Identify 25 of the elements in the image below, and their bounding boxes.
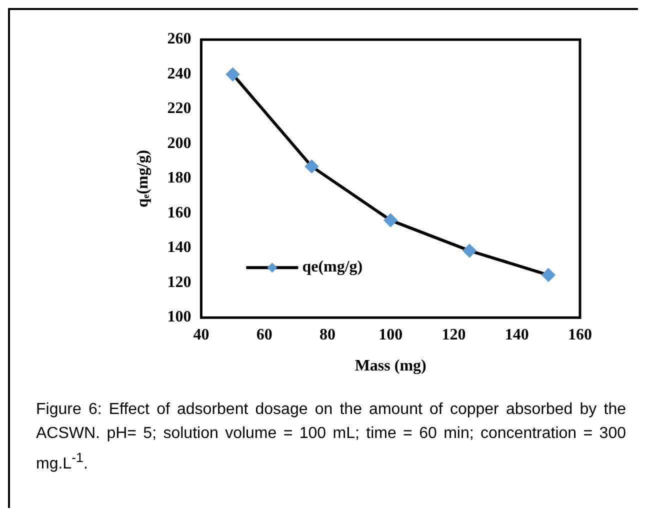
y-tick-label: 180: [167, 170, 192, 187]
x-tick-label: 160: [568, 326, 592, 344]
x-tick-label: 120: [442, 326, 466, 344]
y-tick-label: 240: [167, 65, 192, 82]
caption: Figure 6: Effect of adsorbent dosage on the amount of copper absorbed by the ACSWN. pH= 5; solution volume = 100 mL; time = 60 min; concentration = 300 mg.L$^{-1}$.: [36, 400, 626, 474]
y-tick-label: 220: [167, 100, 192, 118]
y-axis-title: qₑ(mg/g): [134, 150, 152, 208]
point: [542, 268, 555, 282]
y-tick-label: 100: [167, 308, 192, 326]
y-tick-label: 120: [167, 274, 192, 291]
x-tick-label: 100: [378, 326, 403, 344]
point: [305, 160, 318, 173]
y-tick-label: 160: [167, 204, 192, 222]
x-tick-label: 60: [256, 326, 272, 344]
point: [463, 244, 476, 258]
x-axis-title: Mass (mg): [354, 358, 426, 375]
point: [226, 68, 240, 81]
y-tick-label: 200: [167, 134, 192, 152]
legend-label: qe(mg/g): [302, 258, 363, 276]
x-tick-label: 40: [193, 326, 210, 344]
x-tick-label: 80: [319, 326, 336, 344]
x-tick-label: 140: [504, 326, 529, 344]
y-tick-label: 140: [167, 239, 192, 256]
y-tick-label: 260: [167, 30, 192, 48]
point: [384, 214, 398, 227]
